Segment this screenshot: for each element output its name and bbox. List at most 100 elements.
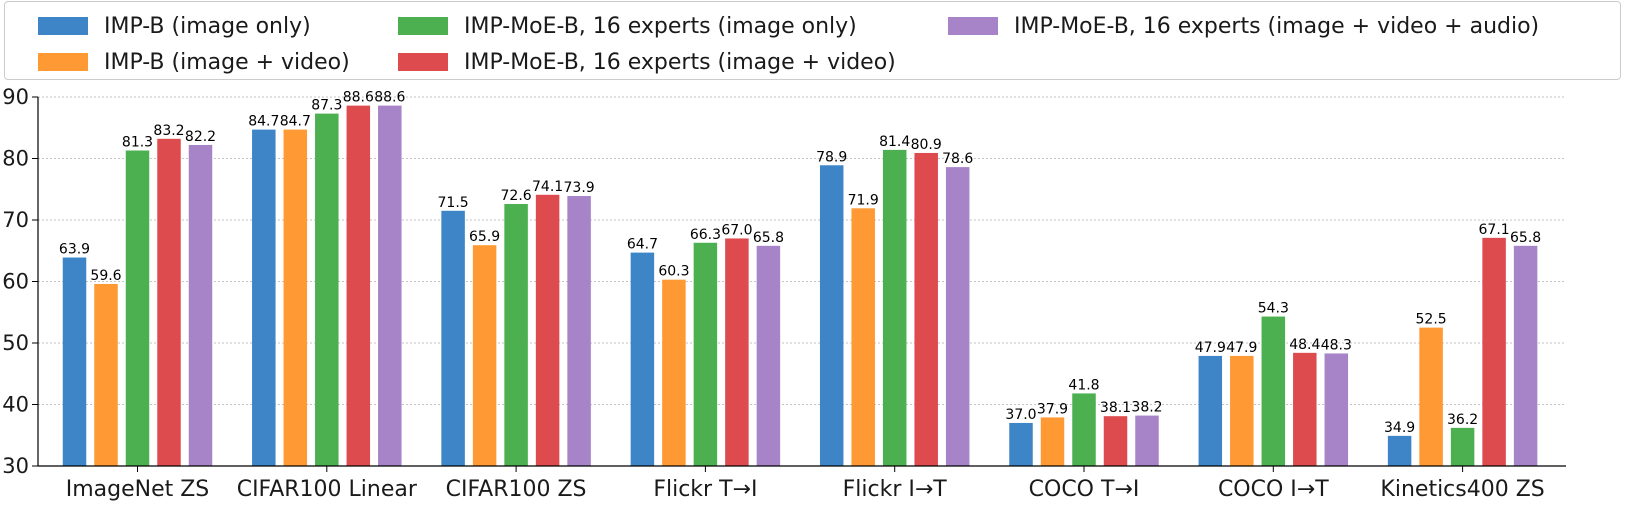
data-label: 67.1: [1479, 222, 1510, 238]
legend-swatch: [398, 53, 448, 71]
data-label: 64.7: [627, 237, 658, 253]
legend: IMP-B (image only) IMP-B (image + video) I…: [4, 1, 1621, 80]
bar: [819, 165, 844, 466]
bar: [188, 144, 213, 466]
x-tick-label: COCO I→T: [1218, 477, 1329, 502]
bar: [1293, 352, 1317, 466]
bar: [630, 252, 655, 466]
bar: [283, 129, 308, 466]
data-label: 84.7: [248, 114, 279, 130]
x-tick-label: CIFAR100 ZS: [446, 477, 587, 502]
bar: [157, 138, 181, 466]
data-label: 34.9: [1384, 420, 1415, 436]
data-label: 48.4: [1289, 337, 1320, 353]
legend-entry: IMP-B (image + video): [38, 44, 350, 80]
data-label: 38.1: [1100, 400, 1131, 416]
data-label: 80.9: [911, 137, 942, 153]
y-tick-label: 50: [2, 331, 29, 355]
bar: [504, 204, 528, 466]
bar: [1230, 355, 1254, 466]
data-label: 88.6: [374, 90, 405, 106]
legend-label: IMP-MoE-B, 16 experts (image + video + a…: [1014, 13, 1540, 39]
data-label: 83.2: [153, 123, 184, 139]
data-label: 87.3: [311, 98, 342, 114]
legend-swatch: [948, 17, 998, 35]
data-label: 71.9: [848, 192, 879, 208]
x-tick-label: Kinetics400 ZS: [1380, 477, 1544, 502]
data-label: 84.7: [280, 114, 311, 130]
legend-entry: IMP-MoE-B, 16 experts (image only): [398, 8, 857, 44]
data-label: 74.1: [532, 179, 563, 195]
x-tick-label: ImageNet ZS: [66, 477, 210, 502]
bar: [1513, 245, 1538, 466]
data-label: 37.9: [1037, 401, 1068, 417]
bar: [1324, 353, 1349, 466]
bar: [1482, 237, 1506, 466]
legend-swatch: [38, 53, 88, 71]
x-tick-label: Flickr I→T: [843, 477, 948, 502]
data-label: 59.6: [90, 268, 121, 284]
y-tick-label: 30: [2, 454, 29, 478]
bar: [914, 152, 938, 466]
data-label: 37.0: [1005, 407, 1036, 423]
legend-entry: IMP-B (image only): [38, 8, 311, 44]
bar: [725, 238, 749, 466]
data-label: 41.8: [1068, 377, 1099, 393]
x-tick-label: Flickr T→I: [653, 477, 757, 502]
data-label: 82.2: [185, 129, 216, 145]
y-tick-label: 60: [2, 270, 29, 294]
data-label: 88.6: [343, 90, 374, 106]
bar: [851, 208, 875, 466]
bar: [1387, 435, 1412, 466]
legend-label: IMP-B (image only): [104, 13, 311, 39]
bar: [567, 196, 591, 466]
axes: 30 40 50 60 70 80 90 ImageNet ZS CIFAR100 Linear…: [2, 85, 1566, 502]
data-label: 81.4: [879, 134, 910, 150]
bar: [535, 194, 560, 466]
data-labels: 63.959.681.383.2 82.284.7 84.787.3 88.6 88.6…: [59, 90, 1541, 436]
data-label: 78.6: [942, 151, 973, 167]
data-label: 48.3: [1321, 337, 1352, 353]
data-label: 66.3: [690, 227, 721, 243]
data-label: 47.9: [1226, 340, 1257, 356]
data-label: 63.9: [59, 242, 90, 258]
data-label: 60.3: [658, 264, 689, 280]
legend-swatch: [38, 17, 88, 35]
bar: [1198, 355, 1223, 466]
data-label: 67.0: [721, 222, 752, 238]
bar: [1103, 416, 1128, 466]
bar: [662, 279, 686, 466]
legend-label: IMP-MoE-B, 16 experts (image only): [464, 13, 857, 39]
bar: [1135, 415, 1159, 466]
bar: [94, 283, 118, 466]
legend-entry: IMP-MoE-B, 16 experts (image + video): [398, 44, 896, 80]
bars: [62, 105, 1538, 467]
bar: [62, 257, 87, 466]
data-label: 65.8: [1510, 230, 1541, 246]
data-label: 38.2: [1131, 400, 1162, 416]
data-label: 73.9: [564, 180, 595, 196]
y-tick-label: 80: [2, 147, 29, 171]
bar: [1040, 417, 1065, 466]
bar: [882, 149, 907, 466]
legend-swatch: [398, 17, 448, 35]
x-tick-label: CIFAR100 Linear: [237, 477, 418, 502]
bar: [1261, 316, 1286, 466]
legend-entry: IMP-MoE-B, 16 experts (image + video + a…: [948, 8, 1539, 44]
bar: [378, 105, 402, 467]
data-label: 52.5: [1416, 312, 1447, 328]
y-tick-label: 90: [2, 85, 29, 109]
data-label: 65.8: [753, 230, 784, 246]
bar: [1009, 422, 1033, 466]
legend-label: IMP-MoE-B, 16 experts (image + video): [464, 49, 896, 75]
bar: [441, 210, 465, 466]
bar: [945, 167, 970, 467]
data-label: 36.2: [1447, 412, 1478, 428]
y-tick-label: 70: [2, 208, 29, 232]
bar: [1072, 393, 1096, 466]
legend-label: IMP-B (image + video): [104, 49, 350, 75]
data-label: 81.3: [122, 135, 153, 151]
bar: [125, 150, 150, 466]
bar: [346, 105, 371, 467]
